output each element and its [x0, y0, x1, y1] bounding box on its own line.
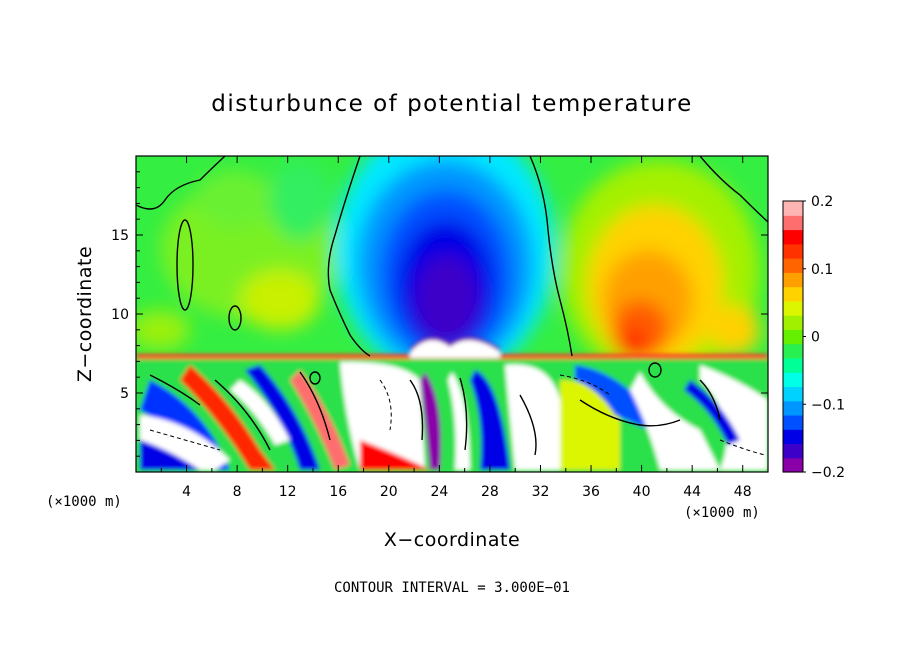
x-tick-label: 28	[481, 484, 499, 500]
dashed-contours	[149, 374, 766, 456]
y-tick-label: 5	[120, 386, 129, 402]
x-tick-label: 32	[532, 484, 550, 500]
x-tick-label: 16	[329, 484, 347, 500]
colorbar-swatch	[783, 429, 803, 445]
x-tick-label: 24	[430, 484, 448, 500]
x-tick-label: 44	[683, 484, 701, 500]
colorbar-swatch	[783, 386, 803, 402]
x-tick-label: 20	[380, 484, 398, 500]
y-axis: 5 10 15	[111, 171, 768, 457]
y-axis-title: Z−coordinate	[74, 246, 96, 382]
colorbar-swatch	[783, 286, 803, 302]
colorbar-swatch	[783, 329, 803, 345]
contour-interval-note: CONTOUR INTERVAL = 3.000E−01	[334, 580, 570, 596]
colorbar-swatch	[783, 372, 803, 388]
colorbar-swatch	[783, 258, 803, 273]
upper-anomaly-field	[136, 156, 760, 380]
colorbar-swatch	[783, 201, 803, 216]
x-unit-label: (×1000 m)	[684, 505, 760, 521]
colorbar-swatch	[783, 414, 803, 430]
colorbar-tick-label: 0	[811, 330, 820, 346]
colorbar-tick-label: −0.2	[811, 465, 845, 481]
colorbar-tick-label: 0.2	[811, 194, 833, 210]
chart-title: disturbunce of potential temperature	[211, 91, 693, 117]
x-axis-title: X−coordinate	[384, 529, 520, 551]
colorbar-swatch	[783, 243, 803, 259]
colorbar-swatch	[783, 215, 803, 231]
x-tick-label: 12	[279, 484, 297, 500]
x-tick-label: 8	[233, 484, 242, 500]
colorbar-swatch	[783, 229, 803, 245]
x-axis: 4 8 12 16 20 24 28 32 36 40 44 48	[160, 156, 752, 500]
x-tick-label: 36	[582, 484, 600, 500]
colorbar-swatch	[783, 357, 803, 373]
y-unit-label: (×1000 m)	[46, 494, 122, 510]
lower-anomaly-field	[136, 337, 768, 472]
y-tick-label: 15	[111, 228, 129, 244]
plot-area	[136, 156, 768, 472]
colorbar: 0.2 0.1 0 −0.1 −0.2	[782, 194, 845, 481]
colorbar-tick-label: 0.1	[811, 262, 833, 278]
contour-lines	[136, 156, 768, 456]
colorbar-swatch	[783, 400, 803, 416]
colorbar-swatch	[783, 315, 803, 330]
colorbar-swatch	[783, 457, 803, 473]
colorbar-tick-label: −0.1	[811, 397, 845, 413]
y-tick-label: 10	[111, 307, 129, 323]
colorbar-swatch	[783, 443, 803, 459]
colorbar-swatch	[783, 343, 803, 359]
x-tick-label: 4	[182, 484, 191, 500]
x-tick-label: 48	[734, 484, 752, 500]
colorbar-swatch	[783, 272, 803, 288]
colorbar-swatch	[783, 300, 803, 316]
x-tick-label: 40	[633, 484, 651, 500]
